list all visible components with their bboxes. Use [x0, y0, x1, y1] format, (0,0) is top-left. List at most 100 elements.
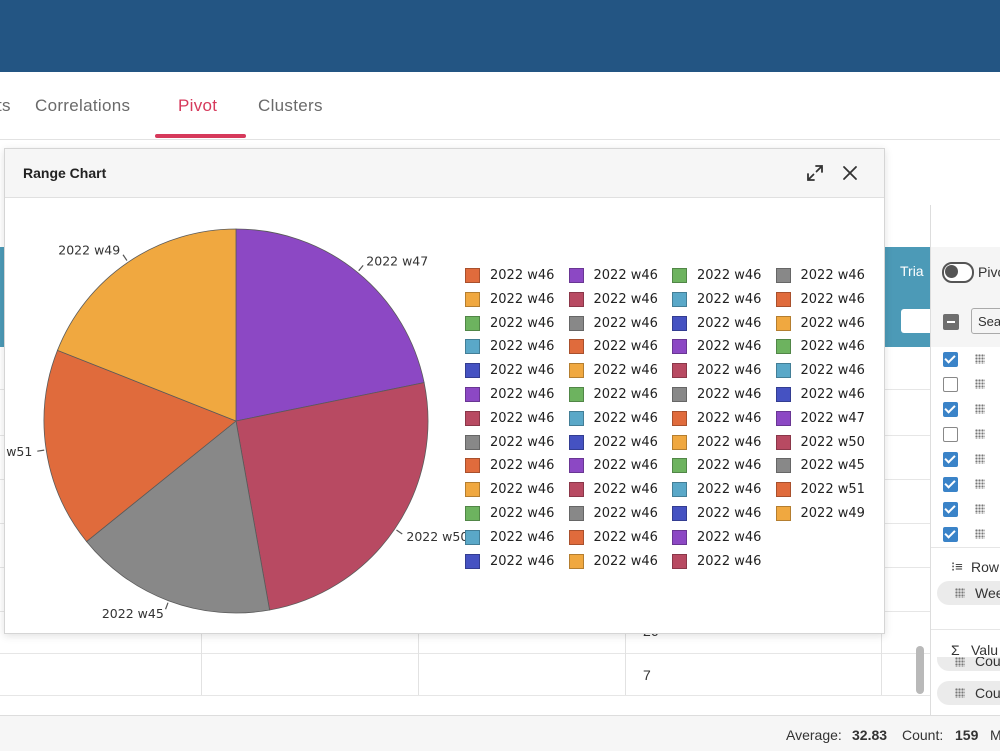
legend-swatch: [465, 506, 480, 521]
legend-item[interactable]: 2022 w46: [465, 456, 565, 476]
pie-slice[interactable]: [56, 228, 237, 422]
close-icon[interactable]: [840, 163, 860, 183]
legend-item[interactable]: 2022 w46: [465, 290, 565, 310]
legend-label: 2022 w50: [800, 434, 865, 450]
legend-item[interactable]: 2022 w46: [775, 290, 876, 310]
legend-item[interactable]: 2022 w46: [465, 266, 565, 286]
side-divider: [931, 629, 1000, 630]
tab-partial[interactable]: ts: [0, 96, 11, 115]
legend-item[interactable]: 2022 w50: [775, 433, 876, 453]
drag-handle-icon[interactable]: [975, 504, 985, 514]
legend-item[interactable]: 2022 w46: [568, 552, 669, 572]
legend-item[interactable]: 2022 w46: [672, 385, 772, 405]
legend-item[interactable]: 2022 w46: [775, 314, 876, 334]
rows-field-pill[interactable]: Wee: [937, 581, 1000, 605]
legend-item[interactable]: 2022 w46: [465, 385, 565, 405]
field-checkbox[interactable]: [943, 377, 958, 392]
pie-slice[interactable]: [235, 228, 425, 422]
legend-swatch: [775, 506, 791, 521]
legend-item[interactable]: 2022 w47: [775, 409, 876, 429]
field-search-input[interactable]: Sea: [971, 308, 1000, 334]
legend-swatch: [568, 458, 584, 474]
legend-item[interactable]: 2022 w46: [568, 337, 669, 357]
legend-item[interactable]: 2022 w46: [568, 409, 669, 429]
drag-handle-icon[interactable]: [975, 454, 985, 464]
legend-item[interactable]: 2022 w46: [775, 266, 876, 286]
legend-item[interactable]: 2022 w46: [672, 480, 772, 500]
field-checkbox[interactable]: [943, 427, 958, 442]
legend-item[interactable]: 2022 w46: [672, 290, 772, 310]
field-checkbox[interactable]: [943, 527, 958, 542]
grid-cell[interactable]: 7: [643, 667, 651, 683]
legend-item[interactable]: 2022 w46: [465, 361, 565, 381]
legend-item[interactable]: 2022 w46: [568, 314, 669, 334]
legend-item[interactable]: 2022 w46: [568, 528, 669, 548]
values-field-pill[interactable]: Cou: [937, 657, 1000, 671]
legend-item[interactable]: 2022 w51: [775, 480, 876, 500]
field-checkbox[interactable]: [943, 352, 958, 367]
drag-handle-icon[interactable]: [975, 379, 985, 389]
grid-header-label[interactable]: Tria: [900, 263, 924, 279]
legend-item[interactable]: 2022 w46: [465, 552, 565, 572]
legend-item[interactable]: 2022 w46: [568, 290, 669, 310]
pie-slice[interactable]: [85, 420, 271, 614]
pivot-toggle[interactable]: [942, 262, 974, 283]
legend-item[interactable]: 2022 w46: [568, 433, 669, 453]
drag-handle-icon[interactable]: [975, 404, 985, 414]
pie-slice[interactable]: [235, 382, 429, 611]
drag-handle-icon[interactable]: [975, 429, 985, 439]
field-checkbox[interactable]: [943, 402, 958, 417]
legend-item[interactable]: 2022 w46: [568, 385, 669, 405]
collapse-all-icon[interactable]: [943, 314, 959, 330]
vertical-scrollbar[interactable]: [916, 646, 924, 694]
legend-item[interactable]: 2022 w46: [465, 480, 565, 500]
tab-pivot[interactable]: Pivot: [178, 96, 218, 115]
drag-handle-icon[interactable]: [955, 657, 965, 667]
legend-item[interactable]: 2022 w46: [465, 409, 565, 429]
legend-item[interactable]: 2022 w45: [775, 456, 876, 476]
slice-label: 2022 w45: [102, 606, 164, 621]
legend-item[interactable]: 2022 w46: [465, 504, 565, 524]
legend-item[interactable]: 2022 w46: [672, 504, 772, 524]
legend-item[interactable]: 2022 w46: [568, 456, 669, 476]
drag-handle-icon[interactable]: [955, 688, 965, 698]
legend-item[interactable]: 2022 w46: [672, 552, 772, 572]
legend-swatch: [672, 268, 687, 283]
grid-cell[interactable]: 26: [643, 632, 659, 639]
expand-icon[interactable]: [805, 163, 825, 183]
legend-item[interactable]: 2022 w49: [775, 504, 876, 524]
legend-item[interactable]: 2022 w46: [775, 337, 876, 357]
tab-correlations[interactable]: Correlations: [35, 96, 131, 115]
legend-item[interactable]: 2022 w46: [672, 266, 772, 286]
legend-item[interactable]: 2022 w46: [465, 433, 565, 453]
pie-slice[interactable]: [43, 349, 237, 543]
legend-item[interactable]: 2022 w46: [775, 385, 876, 405]
legend-item[interactable]: 2022 w46: [672, 361, 772, 381]
legend-item[interactable]: 2022 w46: [568, 361, 669, 381]
field-checkbox[interactable]: [943, 502, 958, 517]
legend-item[interactable]: 2022 w46: [672, 409, 772, 429]
legend-item[interactable]: 2022 w46: [465, 528, 565, 548]
legend-item[interactable]: 2022 w46: [672, 314, 772, 334]
legend-item[interactable]: 2022 w46: [672, 528, 772, 548]
legend-item[interactable]: 2022 w46: [672, 337, 772, 357]
legend-item[interactable]: 2022 w46: [568, 504, 669, 524]
drag-handle-icon[interactable]: [955, 588, 965, 598]
legend-item[interactable]: 2022 w46: [465, 337, 565, 357]
legend-label: 2022 w46: [697, 434, 762, 450]
field-checkbox[interactable]: [943, 452, 958, 467]
legend-item[interactable]: 2022 w46: [775, 361, 876, 381]
legend-item[interactable]: 2022 w46: [568, 266, 669, 286]
legend-item[interactable]: 2022 w46: [568, 480, 669, 500]
legend-item[interactable]: 2022 w46: [672, 433, 772, 453]
values-field-pill[interactable]: Cou: [937, 681, 1000, 705]
tab-clusters[interactable]: Clusters: [258, 96, 323, 115]
drag-handle-icon[interactable]: [975, 529, 985, 539]
legend-item[interactable]: 2022 w46: [672, 456, 772, 476]
slice-label: 2022 w50: [406, 529, 468, 544]
field-checkbox[interactable]: [943, 477, 958, 492]
drag-handle-icon[interactable]: [975, 479, 985, 489]
legend-item[interactable]: 2022 w46: [465, 314, 565, 334]
grid-filter-input[interactable]: [901, 309, 930, 333]
drag-handle-icon[interactable]: [975, 354, 985, 364]
